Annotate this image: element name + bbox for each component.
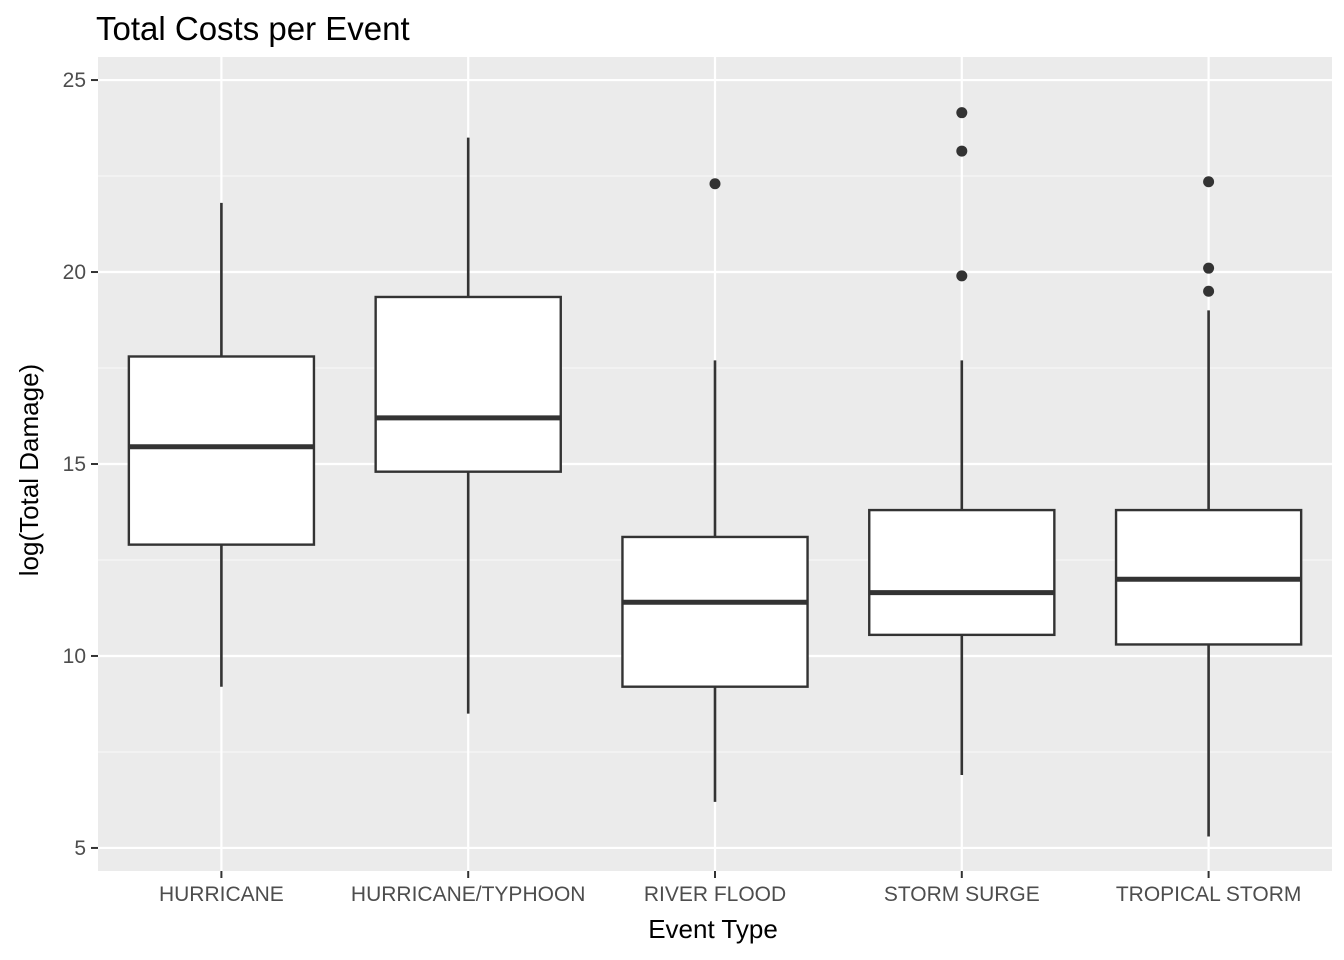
y-axis: 5 10 15 20 25 <box>63 69 98 860</box>
chart-title: Total Costs per Event <box>96 10 410 47</box>
outlier-point <box>956 145 968 157</box>
y-tick-label: 5 <box>74 837 86 860</box>
x-axis-title: Event Type <box>648 914 778 944</box>
outlier-point <box>1203 262 1215 274</box>
x-tick-label: HURRICANE <box>159 883 284 906</box>
y-tick-label: 25 <box>63 69 86 92</box>
y-axis-title: log(Total Damage) <box>14 364 44 576</box>
box-group <box>374 137 562 714</box>
box-iqr <box>868 508 1056 637</box>
outlier-point <box>709 178 721 190</box>
y-tick-label: 15 <box>63 453 86 476</box>
y-tick-label: 10 <box>63 645 86 668</box>
box-iqr <box>621 535 809 688</box>
x-tick-label: STORM SURGE <box>884 883 1040 906</box>
box-group <box>127 202 316 687</box>
box-layer <box>127 107 1303 837</box>
box-iqr <box>374 295 562 473</box>
x-axis: HURRICANE HURRICANE/TYPHOON RIVER FLOOD STO… <box>159 871 1301 906</box>
x-tick-label: HURRICANE/TYPHOON <box>351 883 586 906</box>
outlier-point <box>956 270 968 282</box>
box-iqr <box>127 355 316 546</box>
box-group <box>1114 176 1303 837</box>
x-tick-label: TROPICAL STORM <box>1116 883 1302 906</box>
x-tick-label: RIVER FLOOD <box>644 883 786 906</box>
box-group <box>621 178 809 802</box>
box-group <box>868 107 1056 776</box>
y-tick-label: 20 <box>63 261 86 284</box>
outlier-point <box>1203 285 1215 297</box>
outlier-point <box>1203 176 1215 188</box>
outlier-point <box>956 107 968 119</box>
